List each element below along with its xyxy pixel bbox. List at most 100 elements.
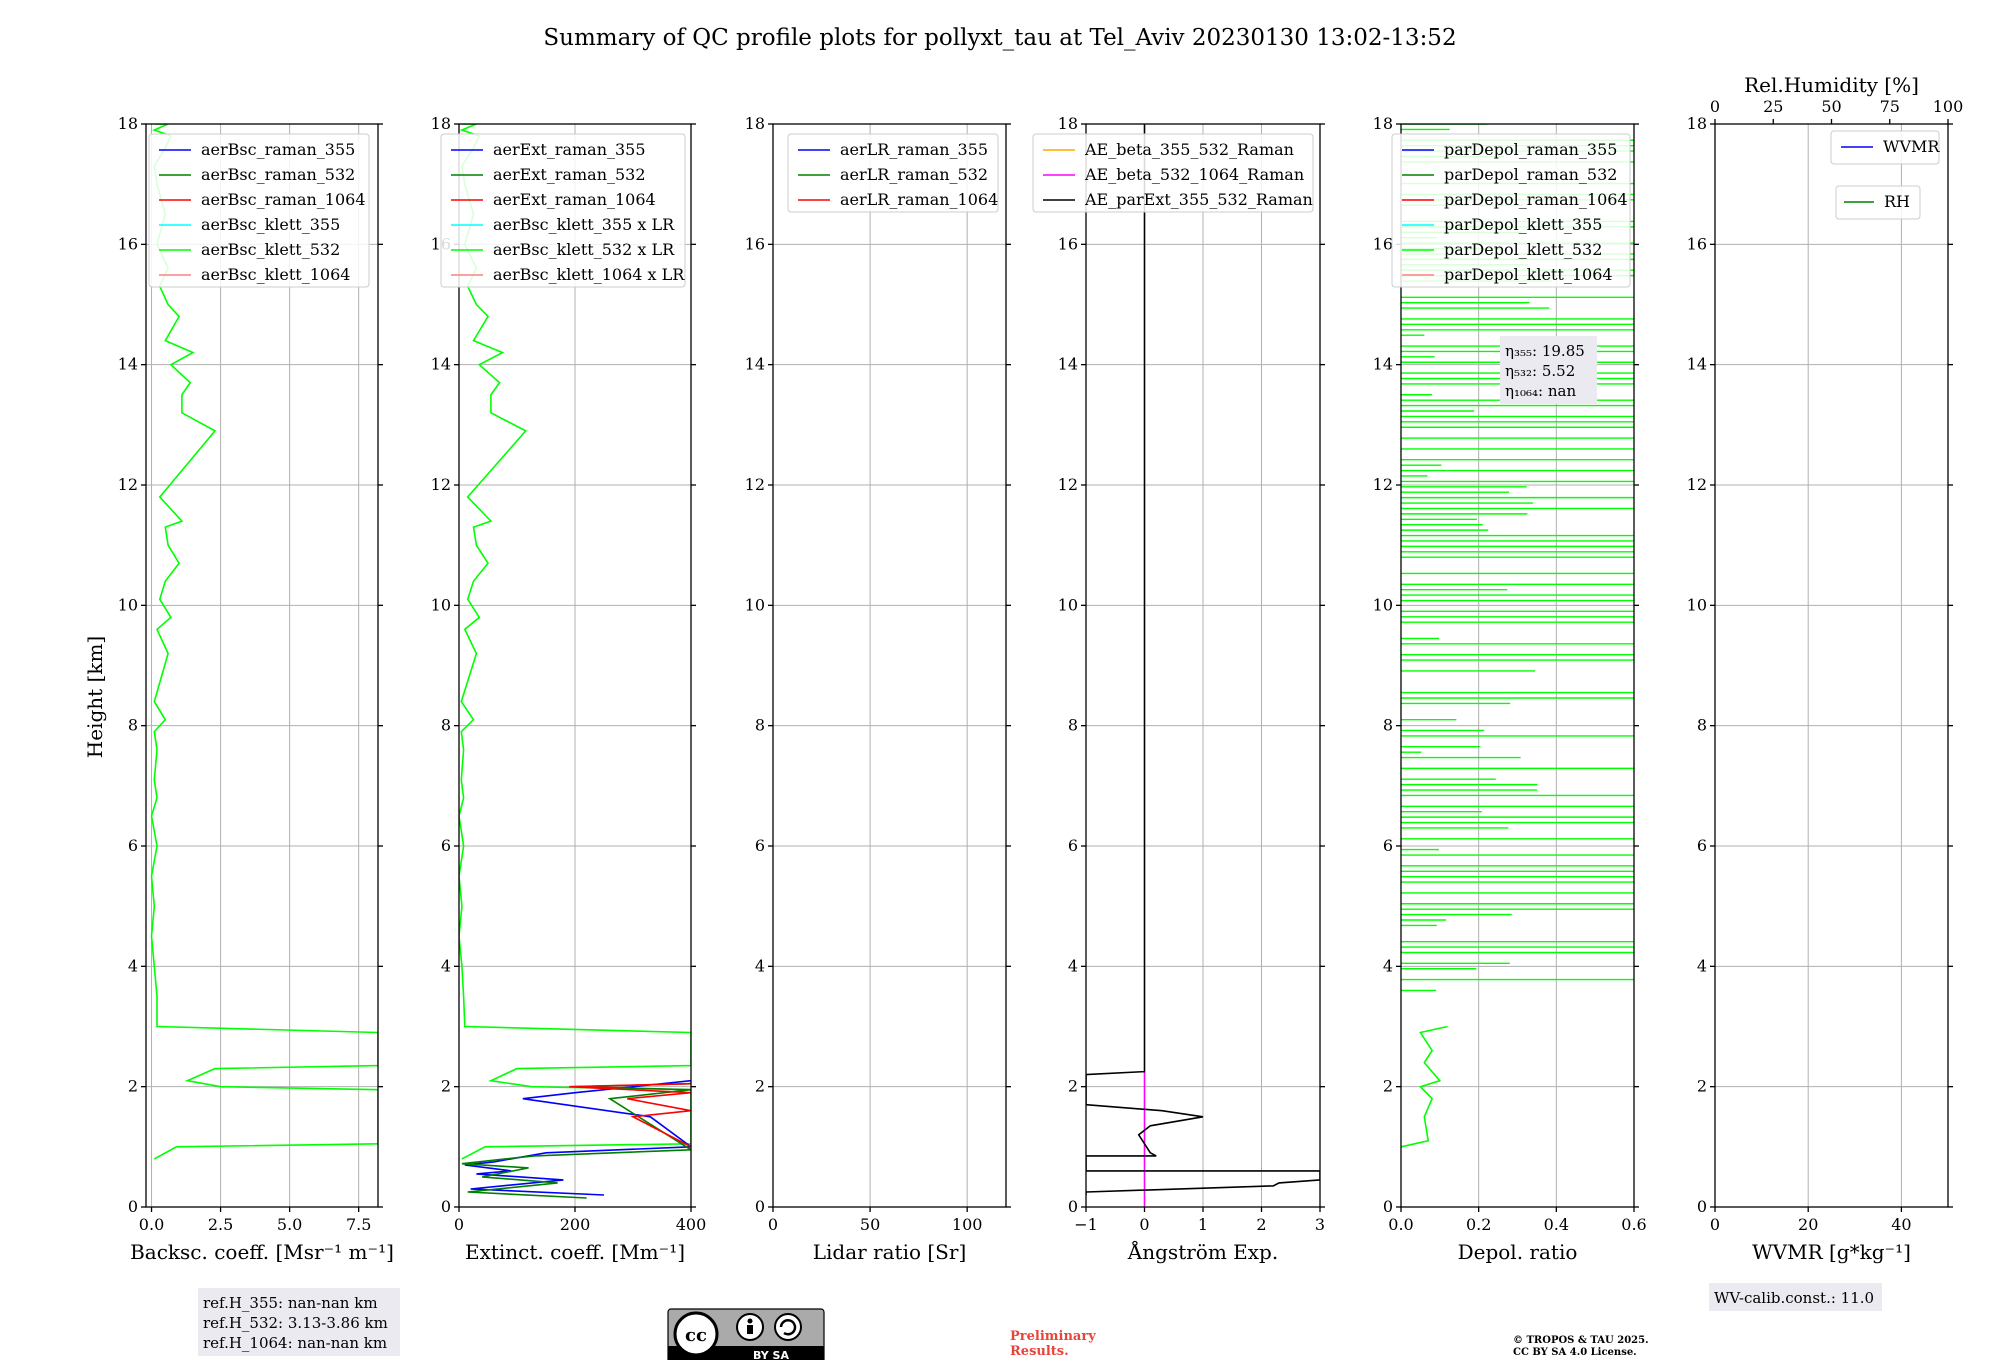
x-tick-label: 5.0 xyxy=(277,1215,302,1234)
eta-calibration-info-box xyxy=(1500,336,1597,404)
y-tick-label: 10 xyxy=(431,595,451,614)
x-tick-label: 0.6 xyxy=(1621,1215,1646,1234)
series-parDepol_klett_532 xyxy=(1401,1025,1448,1148)
panel-lidar_ratio: 0 2 4 6 8 10 12 14 16 18 0 50 100 Lidar ratio [Sr] aer… xyxy=(745,114,1011,1264)
y-tick-label: 18 xyxy=(1058,114,1078,133)
y-tick-label: 0 xyxy=(755,1197,765,1216)
y-tick-label: 10 xyxy=(1373,595,1393,614)
x-tick-label: 0 xyxy=(1139,1215,1149,1234)
copyright-line2: CC BY SA 4.0 License. xyxy=(1513,1347,1637,1358)
legend-label: aerLR_raman_1064 xyxy=(840,190,998,209)
y-tick-label: 0 xyxy=(128,1197,138,1216)
legend-label: parDepol_klett_532 xyxy=(1444,240,1602,259)
x-axis-label: Extinct. coeff. [Mm⁻¹] xyxy=(465,1240,685,1264)
top-x-tick-label: 50 xyxy=(1821,97,1841,116)
y-tick-label: 2 xyxy=(441,1077,451,1096)
legend: aerLR_raman_355 aerLR_raman_532 aerLR_rama… xyxy=(787,133,999,213)
x-tick-label: 20 xyxy=(1798,1215,1818,1234)
y-tick-label: 12 xyxy=(1687,475,1707,494)
y-tick-label: 0 xyxy=(1068,1197,1078,1216)
y-tick-label: 0 xyxy=(441,1197,451,1216)
x-tick-label: 50 xyxy=(860,1215,880,1234)
y-tick-label: 8 xyxy=(755,716,765,735)
eta-calibration-info-line: η₅₃₂: 5.52 xyxy=(1505,362,1575,380)
y-tick-label: 18 xyxy=(431,114,451,133)
y-tick-label: 12 xyxy=(745,475,765,494)
series-AE_parExt_355_532_Raman xyxy=(1086,124,1320,1195)
top-x-tick-label: 25 xyxy=(1763,97,1783,116)
plot-area xyxy=(1086,124,1320,1207)
x-tick-label: 7.5 xyxy=(346,1215,371,1234)
x-tick-label: 0.0 xyxy=(139,1215,164,1234)
x-tick-label: 0.4 xyxy=(1544,1215,1569,1234)
y-tick-label: 8 xyxy=(1383,716,1393,735)
legend-label: aerExt_raman_1064 xyxy=(493,190,656,209)
series-aerExt_raman_532 xyxy=(461,1082,691,1199)
x-tick-label: 0 xyxy=(768,1215,778,1234)
panel-extinction: 0246810121416180200400Extinct. coeff. [M… xyxy=(431,114,707,1264)
x-tick-label: 0.0 xyxy=(1388,1215,1413,1234)
x-tick-label: 3 xyxy=(1315,1215,1325,1234)
legend-label: aerExt_raman_355 xyxy=(493,140,646,159)
top-x-tick-label: 100 xyxy=(1933,97,1964,116)
y-tick-label: 8 xyxy=(128,716,138,735)
legend-label: aerBsc_klett_1064 xyxy=(201,265,350,284)
legend-label: aerBsc_raman_355 xyxy=(201,140,355,159)
y-tick-label: 10 xyxy=(1058,595,1078,614)
legend: AE_beta_355_532_Raman AE_beta_532_1064_Ra… xyxy=(1032,133,1314,213)
eta-calibration-info-line: η₃₅₅: 19.85 xyxy=(1505,342,1585,360)
x-tick-label: 0.2 xyxy=(1466,1215,1491,1234)
legend-label: aerBsc_klett_355 x LR xyxy=(493,215,675,234)
reference-height-info-line: ref.H_355: nan-nan km xyxy=(203,1294,378,1312)
legend: aerExt_raman_355 aerExt_raman_532 aerExt_r… xyxy=(440,133,686,288)
y-axis-label: Height [km] xyxy=(83,636,107,758)
legend-box xyxy=(1830,130,1940,165)
y-tick-label: 18 xyxy=(745,114,765,133)
y-tick-label: 10 xyxy=(745,595,765,614)
reference-height-info-line: ref.H_532: 3.13-3.86 km xyxy=(203,1314,388,1332)
legend-box xyxy=(1032,133,1314,213)
y-tick-label: 0 xyxy=(1383,1197,1393,1216)
y-tick-label: 6 xyxy=(755,836,765,855)
y-tick-label: 14 xyxy=(1058,355,1078,374)
y-tick-label: 6 xyxy=(128,836,138,855)
y-tick-label: 6 xyxy=(1068,836,1078,855)
y-tick-label: 2 xyxy=(1697,1077,1707,1096)
legend-label: aerBsc_klett_355 xyxy=(201,215,340,234)
legend-label: AE_parExt_355_532_Raman xyxy=(1084,190,1313,209)
panel-backscatter: 0 2 4 6 8 10 12 14 16 18 0.0 2.5 5.0 7.5 Backsc. coeff… xyxy=(118,114,394,1264)
y-tick-label: 12 xyxy=(1373,475,1393,494)
legend-label: AE_beta_355_532_Raman xyxy=(1084,140,1294,159)
y-tick-label: 14 xyxy=(745,355,765,374)
y-tick-label: 0 xyxy=(1697,1197,1707,1216)
y-tick-label: 14 xyxy=(118,355,138,374)
series-aerExt_raman_1064 xyxy=(569,1082,691,1148)
reference-height-info-box xyxy=(198,1288,400,1356)
top-x-tick-label: 0 xyxy=(1710,97,1720,116)
preliminary-line1: Preliminary xyxy=(1010,1329,1096,1344)
y-tick-label: 16 xyxy=(1373,234,1393,253)
x-tick-label: 40 xyxy=(1891,1215,1911,1234)
figure-title: Summary of QC profile plots for pollyxt_… xyxy=(543,25,1456,51)
reference-height-info: ref.H_355: nan-nan km ref.H_532: 3.13-3.8… xyxy=(198,1288,400,1356)
top-x-axis-label: Rel.Humidity [%] xyxy=(1744,73,1919,97)
x-tick-label: 2 xyxy=(1256,1215,1266,1234)
panel-depolarization: 0 2 4 6 8 10 12 14 16 18 0.0 0.2 0.4 0.6 Depol. ratio p… xyxy=(1373,114,1647,1264)
legend-label: parDepol_raman_1064 xyxy=(1444,190,1628,209)
legend-label: parDepol_klett_1064 xyxy=(1444,265,1613,284)
legend-label: parDepol_raman_355 xyxy=(1444,140,1617,159)
y-tick-label: 6 xyxy=(441,836,451,855)
legend-box xyxy=(787,133,999,213)
y-tick-label: 10 xyxy=(1687,595,1707,614)
y-tick-label: 12 xyxy=(431,475,451,494)
x-tick-label: 0 xyxy=(1710,1215,1720,1234)
legend-label: aerBsc_raman_1064 xyxy=(201,190,366,209)
x-tick-label: −1 xyxy=(1074,1215,1098,1234)
eta-calibration-info-line: η₁₀₆₄: nan xyxy=(1505,382,1576,400)
legend-label: parDepol_klett_355 xyxy=(1444,215,1602,234)
y-tick-label: 6 xyxy=(1697,836,1707,855)
preliminary-line2: Results. xyxy=(1010,1344,1069,1359)
y-tick-label: 8 xyxy=(1697,716,1707,735)
y-tick-label: 18 xyxy=(1373,114,1393,133)
